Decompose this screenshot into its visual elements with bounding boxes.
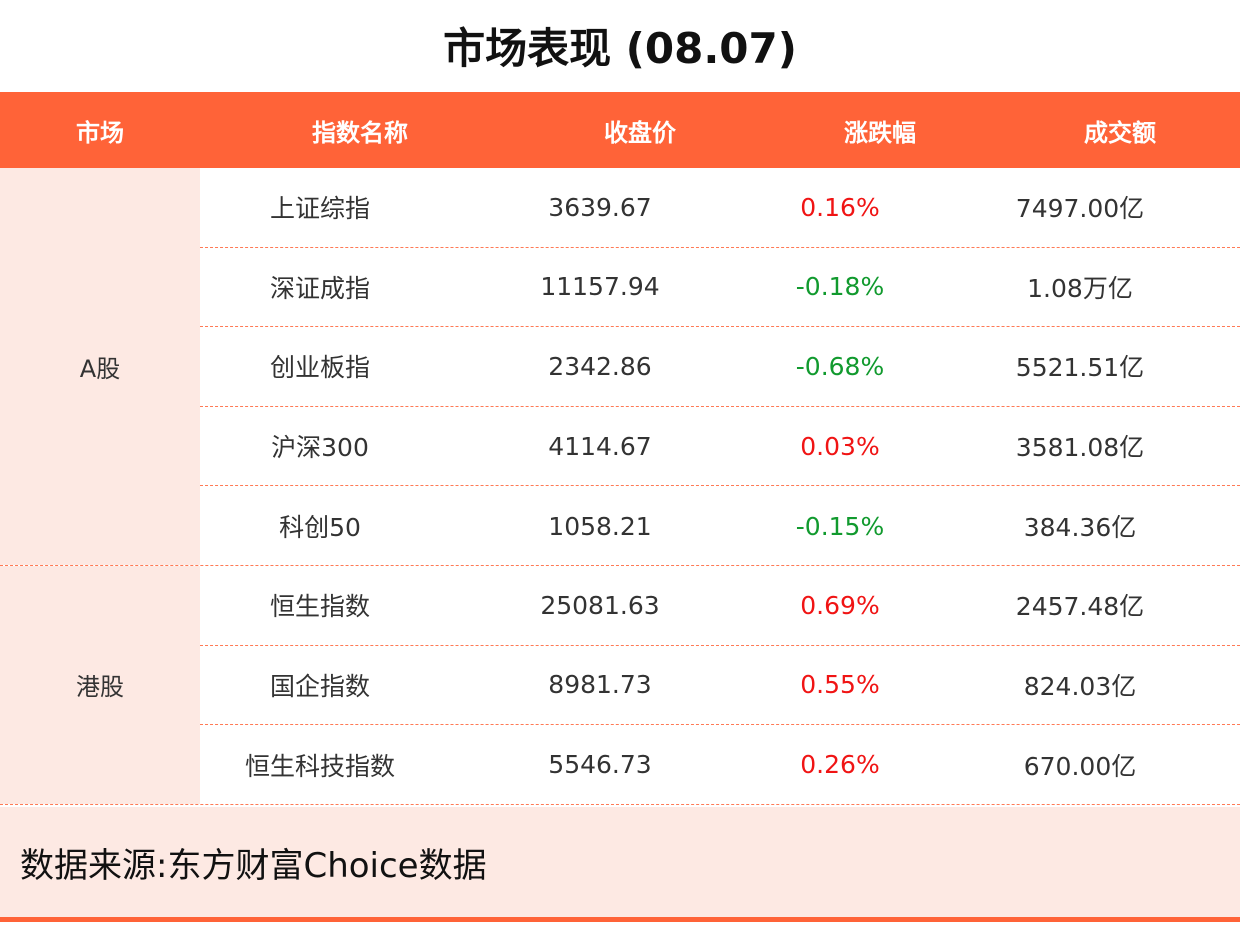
table-row: 恒生科技指数 5546.73 0.26% 670.00亿 [200,725,1240,805]
header-close: 收盘价 [604,118,676,147]
change-percent: -0.15% [795,511,885,541]
turnover: 7497.00亿 [1015,194,1145,224]
index-name: 深证成指 [269,273,370,303]
change-percent: -0.18% [795,272,885,302]
header-change: 涨跌幅 [844,118,916,147]
index-name: 国企指数 [269,671,370,701]
close-price: 25081.63 [540,590,660,620]
close-price: 2342.86 [548,351,652,381]
index-name: 恒生指数 [269,592,370,622]
change-percent: -0.68% [795,351,885,381]
turnover: 824.03亿 [1023,671,1137,701]
change-percent: 0.55% [800,670,880,700]
change-percent: 0.16% [800,192,880,222]
index-name: 恒生科技指数 [244,751,395,781]
table-row: 创业板指 2342.86 -0.68% 5521.51亿 [200,327,1240,407]
turnover: 1.08万亿 [1027,273,1133,303]
header-index-name: 指数名称 [312,118,408,147]
close-price: 3639.67 [548,192,652,222]
close-price: 1058.21 [548,511,652,541]
market-label: A股 [0,168,200,565]
table-header: 市场 指数名称 收盘价 涨跌幅 成交额 [0,92,1240,168]
turnover: 3581.08亿 [1015,433,1145,463]
header-market: 市场 [76,118,124,147]
table-row: 深证成指 11157.94 -0.18% 1.08万亿 [200,248,1240,328]
index-name: 沪深300 [271,433,369,463]
close-price: 4114.67 [548,431,652,461]
close-price: 5546.73 [548,750,652,780]
page-title: 市场表现 (08.07) [443,23,797,73]
change-percent: 0.26% [800,750,880,780]
table-row: 上证综指 3639.67 0.16% 7497.00亿 [200,168,1240,248]
turnover: 670.00亿 [1023,751,1137,781]
change-percent: 0.03% [800,431,880,461]
table-row: 恒生指数 25081.63 0.69% 2457.48亿 [200,566,1240,646]
table-row: 国企指数 8981.73 0.55% 824.03亿 [200,646,1240,726]
index-name: 创业板指 [269,353,370,383]
market-group: A股 上证综指 3639.67 0.16% 7497.00亿深证成指 11157.94 -0… [0,168,1240,566]
turnover: 5521.51亿 [1015,353,1145,383]
close-price: 11157.94 [540,272,660,302]
index-name: 上证综指 [269,194,370,224]
close-price: 8981.73 [548,670,652,700]
turnover: 2457.48亿 [1015,592,1145,622]
header-volume: 成交额 [1084,118,1156,147]
change-percent: 0.69% [800,590,880,620]
table-row: 沪深300 4114.67 0.03% 3581.08亿 [200,407,1240,487]
market-label: 港股 [0,566,200,804]
index-name: 科创50 [279,513,361,543]
table-row: 科创50 1058.21 -0.15% 384.36亿 [200,486,1240,566]
source-note: 数据来源:东方财富Choice数据 [0,807,1240,918]
bottom-divider [0,917,1240,922]
market-group: 港股 恒生指数 25081.63 0.69% 2457.48亿国企指数 8981.73 0.… [0,566,1240,805]
turnover: 384.36亿 [1023,513,1137,543]
